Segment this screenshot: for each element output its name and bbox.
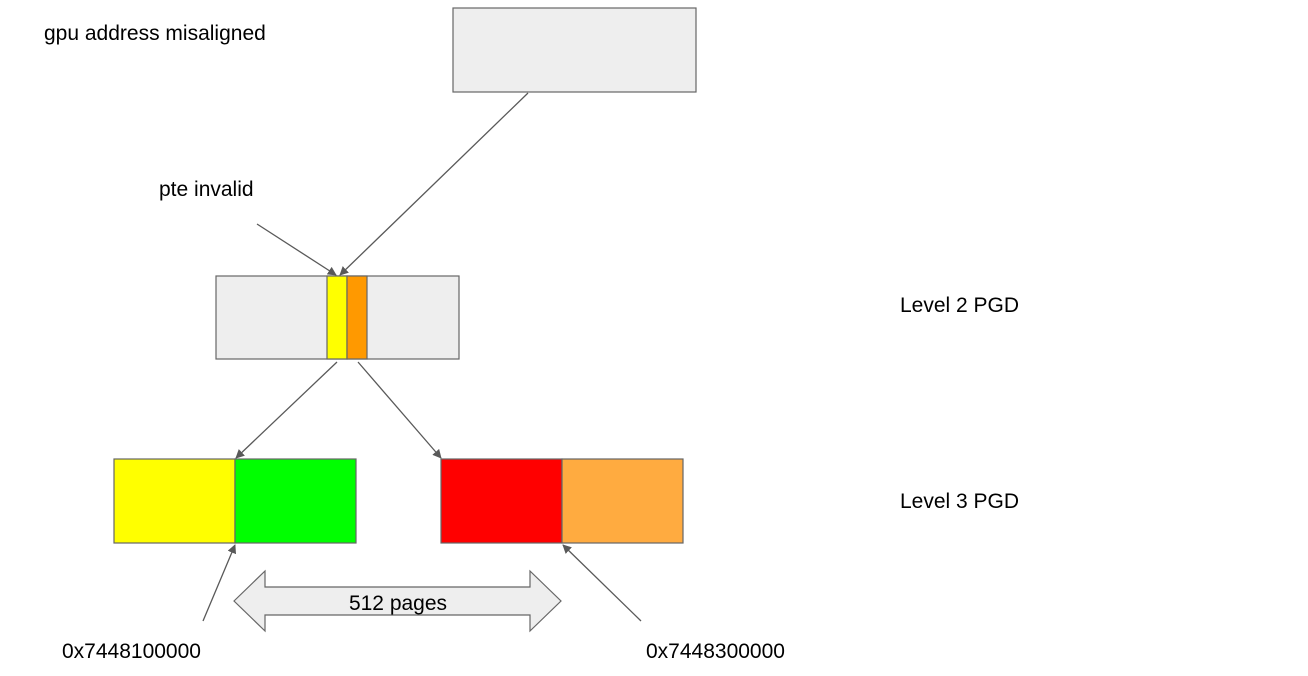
level2-label: Level 2 PGD <box>900 294 1019 317</box>
pte-invalid-pointer-arrow <box>256 223 337 276</box>
level3-right-red <box>440 458 563 544</box>
address-left-label: 0x7448100000 <box>62 640 201 663</box>
level3-left-green <box>234 458 357 544</box>
pte-invalid-label: pte invalid <box>159 178 254 201</box>
address-right-label: 0x7448300000 <box>646 640 785 663</box>
level3-right-orange <box>561 458 684 544</box>
span-double-arrow <box>233 569 562 633</box>
span-label: 512 pages <box>349 592 447 615</box>
level2-entry-orange <box>346 275 368 360</box>
gpu-address-label: gpu address misaligned <box>44 22 266 45</box>
level2-entry-yellow <box>326 275 348 360</box>
level3-label: Level 3 PGD <box>900 490 1019 513</box>
level3-left-yellow <box>113 458 236 544</box>
l2-to-right-l3-arrow <box>357 361 442 459</box>
addr-right-pointer-arrow <box>562 544 642 622</box>
addr-left-pointer-arrow <box>202 544 237 622</box>
l2-to-left-l3-arrow <box>235 361 338 459</box>
gpu-to-l2-arrow <box>339 92 529 276</box>
gpu-address-box <box>452 7 697 93</box>
